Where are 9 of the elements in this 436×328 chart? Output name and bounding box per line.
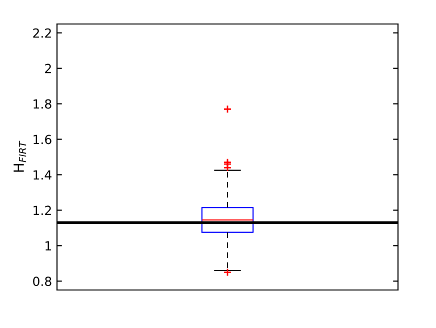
y-tick-label: 1 xyxy=(46,241,51,250)
y-tick-label: 1.6 xyxy=(34,134,52,144)
y-axis-title: H$_{FIRT}$ xyxy=(14,140,26,172)
y-tick-label: 1.4 xyxy=(34,170,52,180)
y-tick-label: 2 xyxy=(45,64,51,74)
y-tick-label: 1.8 xyxy=(34,99,52,109)
y-tick-label: 0.8 xyxy=(33,276,52,286)
y-tick-label: 1.2 xyxy=(34,206,51,215)
y-tick-label: 2.2 xyxy=(33,28,51,38)
